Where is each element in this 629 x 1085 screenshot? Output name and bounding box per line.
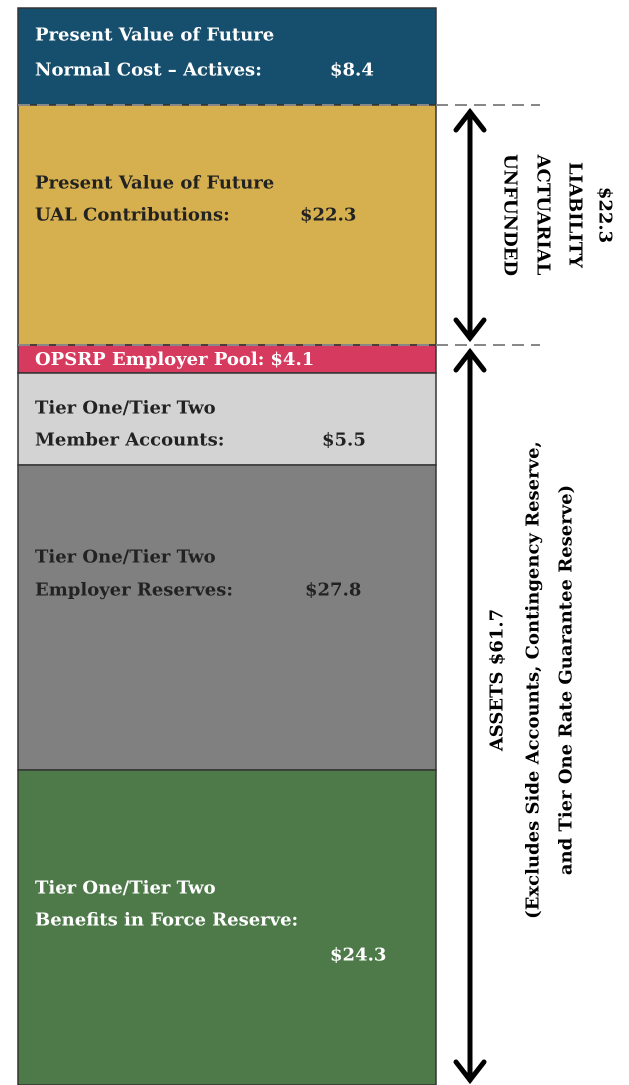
segment-label: UAL Contributions: bbox=[35, 205, 230, 226]
arrow-head bbox=[453, 1059, 487, 1085]
segment-label: OPSRP Employer Pool: $4.1 bbox=[35, 349, 314, 370]
segment bbox=[17, 372, 437, 466]
segment bbox=[17, 344, 437, 374]
segment bbox=[17, 464, 437, 771]
segment-amount: $5.5 bbox=[322, 430, 366, 451]
assets-label: (Excludes Side Accounts, Contingency Res… bbox=[523, 441, 544, 919]
segment bbox=[17, 7, 437, 106]
segment-label: Member Accounts: bbox=[35, 430, 224, 451]
segment-label: Tier One/Tier Two bbox=[35, 547, 216, 568]
segment-label: Tier One/Tier Two bbox=[35, 398, 216, 419]
segment-label-text: OPSRP Employer Pool: bbox=[35, 349, 264, 370]
segment-label: Normal Cost – Actives: bbox=[35, 60, 262, 81]
liability-label: UNFUNDED bbox=[500, 154, 521, 276]
arrow-head bbox=[453, 347, 487, 373]
segment-label: Present Value of Future bbox=[35, 173, 274, 194]
segment bbox=[17, 769, 437, 1085]
segment-label: Tier One/Tier Two bbox=[35, 878, 216, 899]
segment-label: Present Value of Future bbox=[35, 25, 274, 46]
segment-label: Benefits in Force Reserve: bbox=[35, 910, 298, 931]
arrow-head bbox=[453, 317, 487, 343]
liability-label: LIABILITY bbox=[565, 162, 586, 269]
liability-label: $22.3 bbox=[595, 187, 616, 243]
segment-amount: $27.8 bbox=[305, 580, 361, 601]
segment-label: Employer Reserves: bbox=[35, 580, 233, 601]
liability-label: ACTUARIAL bbox=[533, 154, 554, 276]
segment-amount: $24.3 bbox=[330, 945, 386, 966]
assets-label: and Tier One Rate Guarantee Reserve) bbox=[556, 485, 577, 875]
segment-amount: $22.3 bbox=[300, 205, 356, 226]
assets-label: ASSETS $61.7 bbox=[487, 609, 508, 752]
side-labels: UNFUNDED ACTUARIAL LIABILITY $22.3 ASSETS $6… bbox=[487, 154, 616, 919]
arrows bbox=[453, 107, 487, 1085]
stack: Present Value of Future Normal Cost – Act… bbox=[17, 7, 437, 1085]
segment bbox=[17, 104, 437, 346]
segment-amount: $8.4 bbox=[330, 60, 374, 81]
segment-amount: $4.1 bbox=[270, 349, 314, 370]
arrow-head bbox=[453, 107, 487, 133]
